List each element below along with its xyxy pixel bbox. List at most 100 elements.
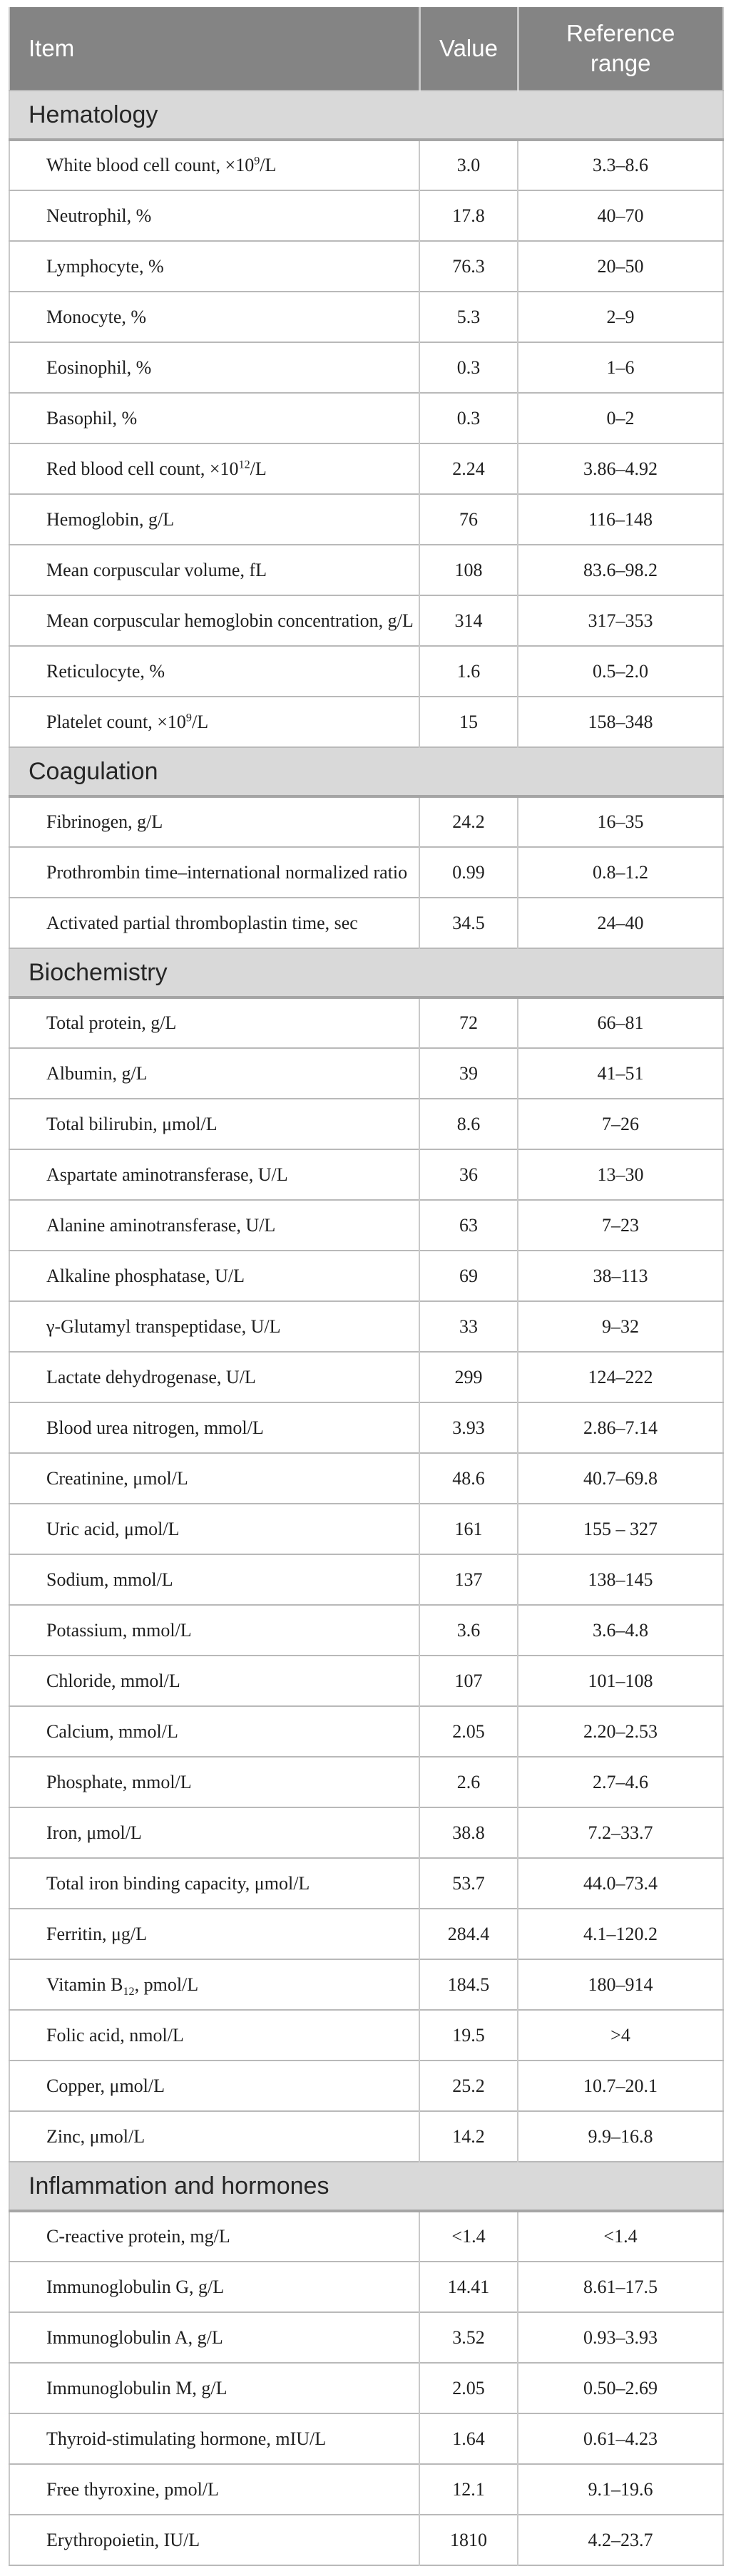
item-cell: C-reactive protein, mg/L <box>9 2210 419 2262</box>
item-cell: Aspartate aminotransferase, U/L <box>9 1149 419 1200</box>
item-cell: Hemoglobin, g/L <box>9 493 419 545</box>
table-row: Platelet count, ×109/L 15 158–348 <box>9 696 723 747</box>
table-row: Potassium, mmol/L 3.6 3.6–4.8 <box>9 1604 723 1656</box>
value-cell: 15 <box>419 696 518 747</box>
range-cell: 83.6–98.2 <box>518 544 723 595</box>
value-cell: 3.52 <box>419 2311 518 2363</box>
range-cell: 24–40 <box>518 897 723 948</box>
table-row: Neutrophil, % 17.8 40–70 <box>9 190 723 241</box>
item-cell: Total protein, g/L <box>9 997 419 1048</box>
table-body: Hematology White blood cell count, ×109/L… <box>9 90 723 2565</box>
item-cell: Alkaline phosphatase, U/L <box>9 1250 419 1301</box>
range-cell: 40–70 <box>518 190 723 241</box>
item-cell: Creatinine, μmol/L <box>9 1452 419 1504</box>
column-header-value: Value <box>418 7 518 91</box>
item-cell: Blood urea nitrogen, mmol/L <box>9 1402 419 1453</box>
section-row: Coagulation <box>9 746 723 798</box>
value-cell: 0.3 <box>419 392 518 443</box>
item-cell: Lactate dehydrogenase, U/L <box>9 1351 419 1402</box>
item-cell: Free thyroxine, pmol/L <box>9 2463 419 2515</box>
item-cell: Zinc, μmol/L <box>9 2110 419 2162</box>
item-cell: Ferritin, μg/L <box>9 1908 419 1959</box>
table-row: Erythropoietin, IU/L 1810 4.2–23.7 <box>9 2514 723 2565</box>
range-cell: 0.61–4.23 <box>518 2413 723 2464</box>
table-row: Activated partial thromboplastin time, s… <box>9 897 723 948</box>
value-cell: 12.1 <box>419 2463 518 2515</box>
section-row: Biochemistry <box>9 948 723 999</box>
value-cell: 39 <box>419 1047 518 1099</box>
item-cell: Alanine aminotransferase, U/L <box>9 1199 419 1251</box>
item-cell: Fibrinogen, g/L <box>9 796 419 847</box>
range-cell: 9.1–19.6 <box>518 2463 723 2515</box>
range-cell: <1.4 <box>518 2210 723 2262</box>
table-row: Total bilirubin, μmol/L 8.6 7–26 <box>9 1098 723 1149</box>
value-cell: 48.6 <box>419 1452 518 1504</box>
value-cell: 25.2 <box>419 2060 518 2111</box>
table-row: Alkaline phosphatase, U/L 69 38–113 <box>9 1250 723 1301</box>
item-cell: Mean corpuscular volume, fL <box>9 544 419 595</box>
value-cell: 1.6 <box>419 645 518 697</box>
range-cell: 9.9–16.8 <box>518 2110 723 2162</box>
table-row: Eosinophil, % 0.3 1–6 <box>9 342 723 393</box>
item-cell: Activated partial thromboplastin time, s… <box>9 897 419 948</box>
value-cell: 63 <box>419 1199 518 1251</box>
table-row: C-reactive protein, mg/L <1.4 <1.4 <box>9 2210 723 2262</box>
table-row: Immunoglobulin G, g/L 14.41 8.61–17.5 <box>9 2261 723 2312</box>
item-cell: Calcium, mmol/L <box>9 1705 419 1757</box>
item-cell: Neutrophil, % <box>9 190 419 241</box>
column-header-reference-range: Reference range <box>516 7 723 91</box>
value-cell: 107 <box>419 1655 518 1706</box>
table-row: γ-Glutamyl transpeptidase, U/L 33 9–32 <box>9 1300 723 1352</box>
value-cell: 2.24 <box>419 443 518 494</box>
item-cell: Platelet count, ×109/L <box>9 696 419 747</box>
range-cell: 0–2 <box>518 392 723 443</box>
item-cell: Thyroid-stimulating hormone, mIU/L <box>9 2413 419 2464</box>
item-cell: Erythropoietin, IU/L <box>9 2514 419 2565</box>
range-cell: 13–30 <box>518 1149 723 1200</box>
item-cell: Phosphate, mmol/L <box>9 1756 419 1807</box>
item-cell: Uric acid, μmol/L <box>9 1503 419 1554</box>
table-row: Ferritin, μg/L 284.4 4.1–120.2 <box>9 1908 723 1959</box>
range-cell: 180–914 <box>518 1959 723 2010</box>
range-cell: 44.0–73.4 <box>518 1857 723 1909</box>
table-row: Albumin, g/L 39 41–51 <box>9 1047 723 1099</box>
table-row: Blood urea nitrogen, mmol/L 3.93 2.86–7.14 <box>9 1402 723 1453</box>
value-cell: 5.3 <box>419 291 518 342</box>
item-cell: Iron, μmol/L <box>9 1807 419 1858</box>
value-cell: 24.2 <box>419 796 518 847</box>
item-cell: Red blood cell count, ×1012/L <box>9 443 419 494</box>
range-cell: 4.2–23.7 <box>518 2514 723 2565</box>
value-cell: 14.41 <box>419 2261 518 2312</box>
range-cell: 3.6–4.8 <box>518 1604 723 1656</box>
value-cell: 69 <box>419 1250 518 1301</box>
value-cell: 108 <box>419 544 518 595</box>
column-header-item: Item <box>9 7 419 91</box>
table-row: Folic acid, nmol/L 19.5 >4 <box>9 2009 723 2061</box>
range-cell: 0.50–2.69 <box>518 2362 723 2413</box>
value-cell: 19.5 <box>419 2009 518 2061</box>
item-cell: Monocyte, % <box>9 291 419 342</box>
item-cell: Immunoglobulin A, g/L <box>9 2311 419 2363</box>
range-cell: 9–32 <box>518 1300 723 1352</box>
table-row: Calcium, mmol/L 2.05 2.20–2.53 <box>9 1705 723 1757</box>
item-cell: Folic acid, nmol/L <box>9 2009 419 2061</box>
table-row: Basophil, % 0.3 0–2 <box>9 392 723 443</box>
value-cell: 76 <box>419 493 518 545</box>
item-cell: Immunoglobulin M, g/L <box>9 2362 419 2413</box>
item-cell: Total bilirubin, μmol/L <box>9 1098 419 1149</box>
item-cell: White blood cell count, ×109/L <box>9 139 419 190</box>
column-header-reference-range-label: Reference range <box>566 19 675 76</box>
table-row: White blood cell count, ×109/L 3.0 3.3–8.6 <box>9 139 723 190</box>
item-cell: Copper, μmol/L <box>9 2060 419 2111</box>
value-cell: 0.3 <box>419 342 518 393</box>
table-row: Hemoglobin, g/L 76 116–148 <box>9 493 723 545</box>
table-row: Prothrombin time–international normalize… <box>9 846 723 898</box>
table-row: Sodium, mmol/L 137 138–145 <box>9 1554 723 1605</box>
table-row: Total iron binding capacity, μmol/L 53.7 4… <box>9 1857 723 1909</box>
range-cell: 8.61–17.5 <box>518 2261 723 2312</box>
range-cell: 2.20–2.53 <box>518 1705 723 1757</box>
item-cell: Basophil, % <box>9 392 419 443</box>
table-row: Phosphate, mmol/L 2.6 2.7–4.6 <box>9 1756 723 1807</box>
table-row: Lactate dehydrogenase, U/L 299 124–222 <box>9 1351 723 1402</box>
item-cell: Potassium, mmol/L <box>9 1604 419 1656</box>
